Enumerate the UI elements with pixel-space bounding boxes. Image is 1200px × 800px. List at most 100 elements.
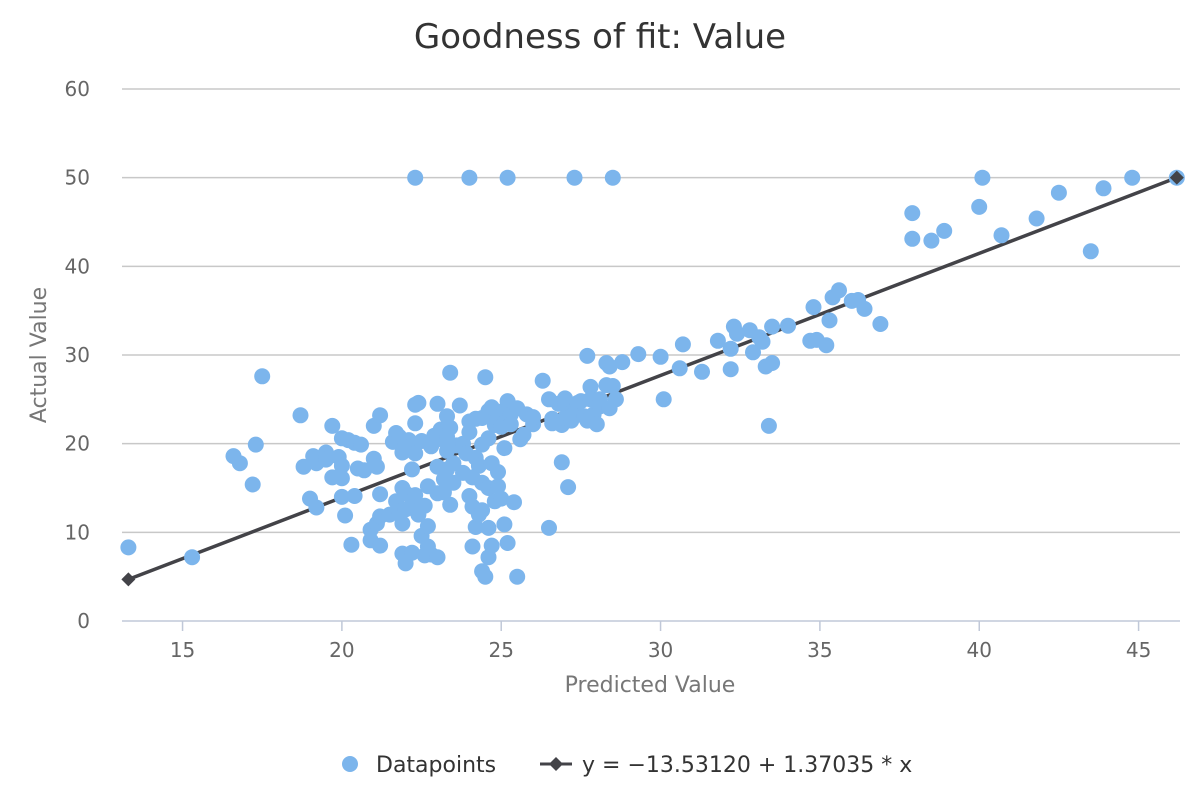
scatter-point[interactable] — [856, 300, 873, 317]
scatter-point[interactable] — [818, 337, 835, 354]
legend[interactable]: Datapoints y = −13.53120 + 1.37035 * x — [342, 753, 912, 778]
scatter-point[interactable] — [490, 478, 506, 495]
scatter-point[interactable] — [477, 369, 494, 386]
scatter-point[interactable] — [729, 325, 745, 342]
scatter-point[interactable] — [923, 232, 940, 249]
scatter-point[interactable] — [404, 544, 420, 561]
scatter-point[interactable] — [372, 537, 389, 554]
scatter-point[interactable] — [416, 497, 433, 514]
scatter-point[interactable] — [764, 355, 781, 371]
scatter-point[interactable] — [604, 169, 621, 186]
scatter-point[interactable] — [1124, 169, 1141, 186]
scatter-point[interactable] — [394, 515, 411, 532]
scatter-point[interactable] — [760, 417, 777, 434]
scatter-point[interactable] — [745, 344, 761, 361]
scatter-point[interactable] — [722, 361, 739, 378]
scatter-point[interactable] — [1028, 210, 1045, 227]
scatter-point[interactable] — [557, 390, 573, 407]
scatter-point[interactable] — [1050, 184, 1067, 201]
scatter-point[interactable] — [560, 479, 577, 496]
scatter-point[interactable] — [244, 476, 261, 493]
scatter-point[interactable] — [467, 519, 484, 535]
scatter-point[interactable] — [655, 391, 672, 408]
scatter-point[interactable] — [470, 457, 487, 474]
scatter-point[interactable] — [515, 426, 532, 443]
scatter-point[interactable] — [831, 282, 847, 299]
scatter-point[interactable] — [821, 312, 838, 329]
scatter-point[interactable] — [464, 538, 481, 555]
scatter-point[interactable] — [372, 407, 389, 424]
scatter-point[interactable] — [764, 318, 781, 335]
scatter-point[interactable] — [477, 568, 494, 585]
scatter-point[interactable] — [247, 436, 264, 453]
scatter-point[interactable] — [442, 419, 459, 436]
scatter-point[interactable] — [419, 518, 436, 535]
scatter-point[interactable] — [604, 378, 621, 394]
scatter-point[interactable] — [407, 445, 424, 462]
scatter-point[interactable] — [407, 169, 424, 186]
scatter-point[interactable] — [582, 378, 599, 395]
scatter-point[interactable] — [1082, 243, 1099, 260]
scatter-point[interactable] — [372, 486, 389, 503]
scatter-point[interactable] — [308, 499, 325, 516]
scatter-point[interactable] — [499, 169, 516, 186]
scatter-point[interactable] — [496, 516, 513, 533]
scatter-point[interactable] — [601, 358, 618, 375]
scatter-point[interactable] — [442, 364, 459, 381]
scatter-point[interactable] — [184, 549, 201, 566]
scatter-point[interactable] — [496, 440, 513, 457]
scatter-point[interactable] — [292, 407, 309, 424]
fit-line-marker[interactable] — [121, 572, 136, 587]
scatter-point[interactable] — [474, 502, 491, 519]
scatter-point[interactable] — [346, 488, 363, 504]
scatter-point[interactable] — [588, 416, 605, 433]
scatter-point[interactable] — [780, 317, 796, 334]
scatter-point[interactable] — [324, 417, 341, 434]
scatter-point[interactable] — [461, 169, 478, 186]
fit-line-marker[interactable] — [1169, 170, 1184, 185]
scatter-point[interactable] — [254, 368, 271, 385]
scatter-point[interactable] — [553, 454, 570, 471]
scatter-point[interactable] — [805, 299, 822, 316]
scatter-point[interactable] — [333, 470, 350, 487]
scatter-point[interactable] — [333, 488, 350, 505]
scatter-point[interactable] — [333, 457, 350, 474]
scatter-point[interactable] — [461, 424, 478, 441]
scatter-point[interactable] — [451, 397, 468, 414]
scatter-point[interactable] — [872, 316, 889, 332]
scatter-point[interactable] — [502, 416, 519, 433]
scatter-point[interactable] — [442, 496, 459, 513]
scatter-point[interactable] — [353, 436, 369, 453]
scatter-point[interactable] — [429, 395, 446, 412]
scatter-point[interactable] — [493, 490, 510, 507]
scatter-point[interactable] — [993, 227, 1010, 244]
scatter-point[interactable] — [525, 409, 542, 426]
scatter-point[interactable] — [445, 474, 462, 491]
scatter-point[interactable] — [490, 464, 506, 480]
scatter-point[interactable] — [904, 205, 921, 222]
scatter-point[interactable] — [407, 415, 424, 432]
scatter-point[interactable] — [709, 332, 726, 349]
scatter-point[interactable] — [506, 494, 522, 511]
scatter-point[interactable] — [231, 455, 248, 472]
scatter-point[interactable] — [754, 333, 771, 350]
scatter-point[interactable] — [566, 169, 583, 186]
scatter-point[interactable] — [652, 348, 669, 365]
scatter-point[interactable] — [368, 458, 385, 475]
scatter-point[interactable] — [607, 391, 624, 408]
scatter-point[interactable] — [480, 519, 497, 536]
scatter-point[interactable] — [722, 340, 739, 357]
scatter-point[interactable] — [120, 539, 137, 556]
scatter-point[interactable] — [337, 507, 354, 524]
scatter-point[interactable] — [1095, 180, 1112, 197]
scatter-point[interactable] — [429, 549, 446, 566]
scatter-point[interactable] — [904, 230, 921, 247]
scatter-point[interactable] — [407, 487, 424, 504]
scatter-point[interactable] — [509, 568, 526, 585]
scatter-point[interactable] — [480, 430, 497, 447]
scatter-point[interactable] — [579, 347, 596, 364]
scatter-point[interactable] — [671, 360, 688, 377]
scatter-point[interactable] — [499, 535, 516, 551]
scatter-point[interactable] — [483, 537, 500, 554]
legend-fit-line-label[interactable]: y = −13.53120 + 1.37035 * x — [582, 753, 912, 778]
